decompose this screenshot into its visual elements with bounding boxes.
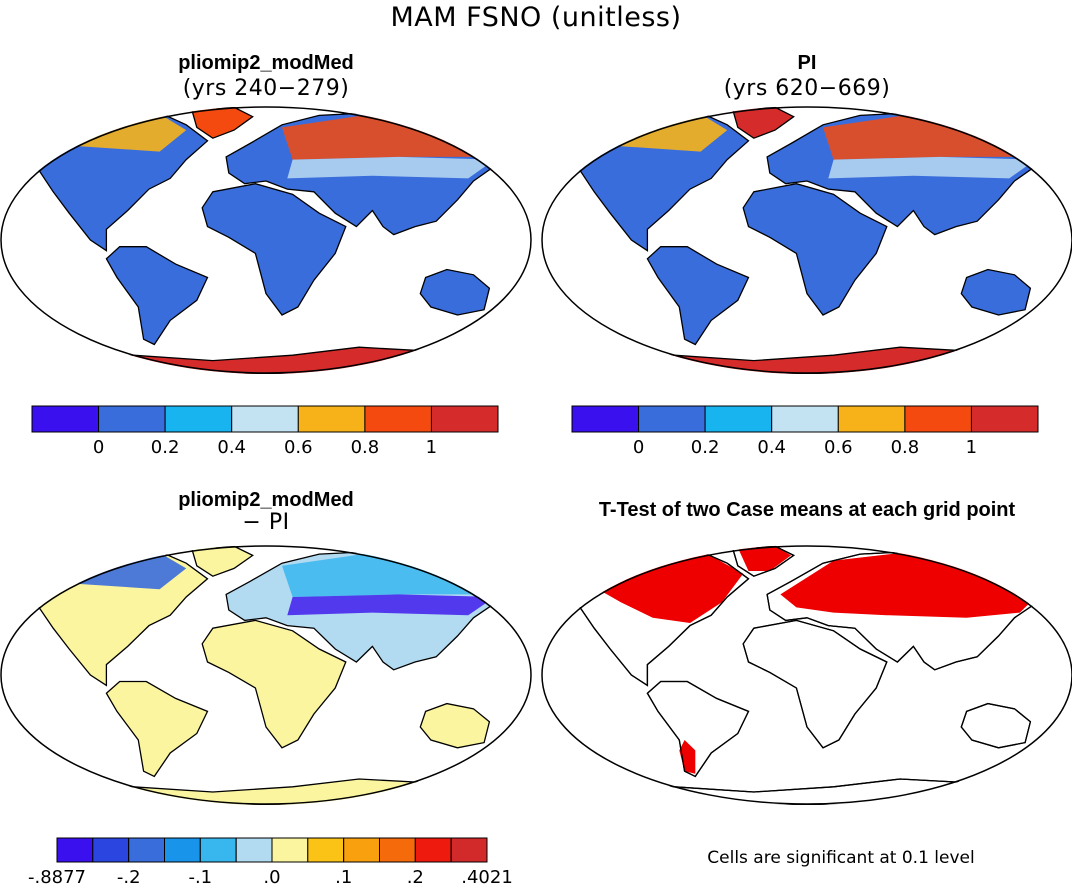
colorbar-2-tick-label: 0.4 — [757, 437, 786, 458]
colorbar-3-tick-label: .0 — [263, 867, 280, 885]
colorbar-3-swatch — [450, 837, 488, 863]
colorbar-2-tick-label: 0.2 — [691, 437, 720, 458]
colorbar-1-tick-label: 0 — [93, 437, 104, 458]
colorbar-3-swatch — [199, 837, 237, 863]
colorbar-3-swatch — [307, 837, 345, 863]
panel-4-title: T-Test of two Case means at each grid po… — [598, 499, 1016, 521]
colorbar-3-swatch — [379, 837, 416, 863]
colorbar-2-tick-label: 0.6 — [824, 437, 853, 458]
map-2-eurasia-transition-band — [828, 156, 1036, 179]
colorbar-3-swatch — [92, 837, 130, 863]
map-3-na-snow-band — [53, 552, 187, 590]
map-4-outline-australia — [960, 702, 1032, 749]
colorbar-3-tick-label: -.8877 — [28, 867, 86, 885]
colorbar-1-tick-label: 0.2 — [151, 437, 180, 458]
colorbar-1-swatch — [430, 405, 499, 433]
map-1-greenland — [190, 106, 254, 139]
colorbar-1: 0 0.2 0.4 0.6 0.8 1 — [31, 405, 499, 458]
map-1-na-snow-band — [53, 114, 187, 152]
map-3-australia — [419, 702, 491, 749]
map-4-sig-greenland — [737, 546, 791, 571]
figure-title: MAM FSNO (unitless) — [390, 2, 682, 33]
map-3-greenland — [190, 545, 254, 577]
map-3-eurasia-transition-band — [287, 594, 495, 616]
panel-1-title: pliomip2_modMed — [178, 52, 354, 74]
map-panel-2 — [541, 106, 1072, 374]
map-4-border — [541, 545, 1072, 805]
colorbar-1-swatch — [297, 405, 366, 433]
panel-3-subtitle: − PI — [242, 510, 290, 535]
colorbar-2-swatch — [704, 405, 773, 433]
colorbar-3: -.8877 -.2 -.1 .0 .1 .2 .4021 — [28, 837, 513, 885]
panel-1-subtitle: (yrs 240−279) — [182, 76, 350, 101]
map-1-border — [0, 106, 532, 374]
colorbar-3-swatch — [414, 837, 452, 863]
map-2-australia — [960, 268, 1032, 316]
map-2-africa — [742, 183, 888, 316]
colorbar-3-tick-label: .4021 — [461, 867, 513, 885]
map-2-greenland — [731, 106, 795, 139]
map-1-south-america — [105, 246, 209, 346]
map-2-border — [541, 106, 1072, 374]
colorbar-3-tick-label: -.2 — [117, 867, 141, 885]
colorbar-2-swatch — [638, 405, 706, 433]
colorbar-2-swatch — [571, 405, 640, 433]
colorbar-1-swatch — [98, 405, 166, 433]
colorbar-1-swatch — [31, 405, 100, 433]
panel-3-title: pliomip2_modMed — [178, 489, 354, 511]
map-1-australia — [419, 268, 491, 316]
colorbar-2-swatch — [837, 405, 906, 433]
colorbar-3-tick-label: -.1 — [188, 867, 212, 885]
colorbar-2-swatch — [970, 405, 1039, 433]
colorbar-3-swatch — [235, 837, 273, 863]
colorbar-1-swatch — [164, 405, 233, 433]
map-3-south-america — [105, 680, 209, 778]
map-3-africa — [201, 619, 347, 749]
map-panel-4 — [541, 545, 1072, 805]
map-panel-1 — [0, 106, 532, 374]
colorbar-2-swatch — [771, 405, 839, 433]
colorbar-3-swatch — [343, 837, 381, 863]
map-1-eurasia-transition-band — [287, 156, 495, 179]
colorbar-3-tick-label: .1 — [335, 867, 352, 885]
colorbar-2-swatch — [904, 405, 973, 433]
map-4-sig-eurasia — [780, 551, 1052, 618]
map-4-africa — [742, 619, 888, 749]
colorbar-1-tick-label: 0.6 — [284, 437, 313, 458]
colorbar-3-swatch — [271, 837, 309, 863]
colorbar-1-tick-label: 1 — [426, 437, 437, 458]
map-4-outline-south-america — [646, 680, 750, 778]
colorbar-3-swatch — [128, 837, 165, 863]
colorbar-1-swatch — [231, 405, 299, 433]
map-3-border — [0, 545, 532, 805]
panel-2-subtitle: (yrs 620−669) — [723, 76, 891, 101]
map-panel-3 — [0, 545, 532, 805]
colorbar-3-swatch — [56, 837, 94, 863]
colorbar-2-tick-label: 0 — [633, 437, 644, 458]
map-2-na-snow-band — [594, 114, 728, 152]
colorbar-3-tick-label: .2 — [407, 867, 424, 885]
colorbar-2-tick-label: 1 — [966, 437, 977, 458]
map-1-africa — [201, 183, 347, 316]
colorbar-1-tick-label: 0.4 — [217, 437, 246, 458]
map-4-outline-africa — [742, 619, 888, 749]
significance-note: Cells are significant at 0.1 level — [707, 848, 975, 868]
map-4-south-america — [646, 680, 750, 778]
colorbar-3-swatch — [164, 837, 201, 863]
colorbar-2: 0 0.2 0.4 0.6 0.8 1 — [571, 405, 1039, 458]
colorbar-1-tick-label: 0.8 — [351, 437, 380, 458]
colorbar-1-swatch — [364, 405, 432, 433]
panel-2-title: PI — [797, 52, 817, 74]
map-2-south-america — [646, 246, 750, 346]
colorbar-2-tick-label: 0.8 — [891, 437, 920, 458]
